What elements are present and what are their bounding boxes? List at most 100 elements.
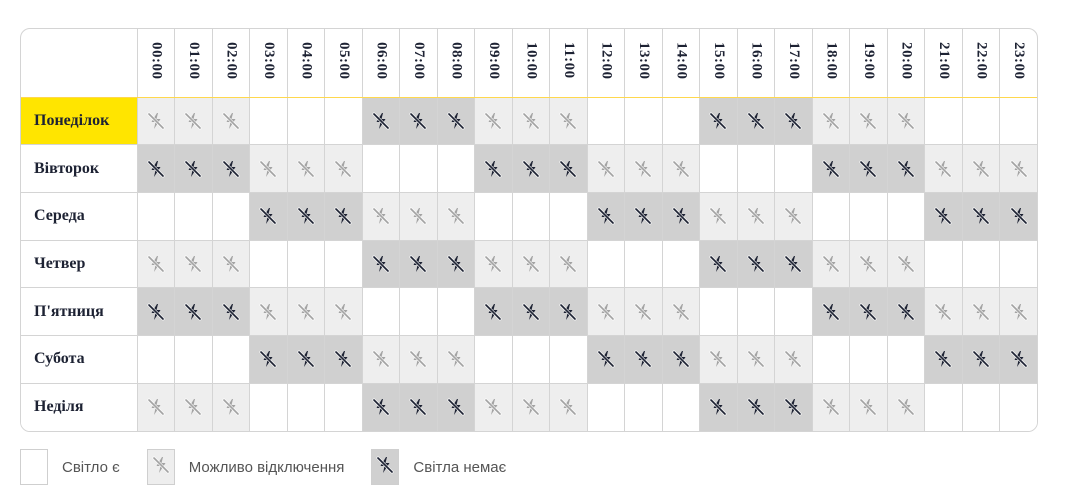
- hour-label: 04:00: [298, 41, 315, 80]
- no-power-solid-icon: [446, 112, 466, 130]
- day-row: П'ятниця: [21, 287, 1037, 337]
- slot-electricity: [961, 96, 1000, 146]
- slot-maybe-outage: [324, 287, 363, 337]
- no-power-solid-icon: [633, 350, 653, 368]
- slot-no-electricity: [699, 382, 738, 431]
- legend-electricity-swatch: [20, 449, 48, 485]
- slot-electricity: [924, 96, 963, 146]
- slot-maybe-outage: [436, 191, 475, 241]
- no-power-outline-icon: [371, 350, 391, 368]
- hour-header: 18:00: [811, 29, 850, 98]
- slot-electricity: [661, 96, 700, 146]
- no-power-outline-icon: [746, 350, 766, 368]
- slot-maybe-outage: [699, 191, 738, 241]
- no-power-outline-icon: [558, 255, 578, 273]
- no-power-solid-icon: [483, 159, 503, 178]
- slot-no-electricity: [399, 382, 438, 431]
- slot-maybe-outage: [286, 144, 325, 193]
- slot-maybe-outage: [886, 239, 925, 289]
- slot-no-electricity: [774, 96, 813, 146]
- slot-maybe-outage: [136, 239, 175, 289]
- no-power-outline-icon: [483, 255, 503, 273]
- slot-maybe-outage: [736, 191, 775, 241]
- hour-header: 16:00: [736, 29, 775, 98]
- slot-no-electricity: [624, 335, 663, 384]
- slot-electricity: [324, 382, 363, 431]
- no-power-solid-icon: [821, 302, 841, 321]
- slot-electricity: [474, 191, 513, 241]
- no-power-outline-icon: [708, 207, 728, 225]
- day-label: П'ятниця: [21, 287, 138, 337]
- slot-no-electricity: [286, 335, 325, 384]
- hour-header: 05:00: [324, 29, 363, 98]
- slot-no-electricity: [661, 335, 700, 384]
- no-power-outline-icon: [821, 112, 841, 130]
- slot-electricity: [736, 287, 775, 337]
- no-power-outline-icon: [408, 207, 428, 225]
- no-power-outline-icon: [558, 398, 578, 416]
- no-power-outline-icon: [858, 398, 878, 416]
- no-power-solid-icon: [708, 255, 728, 273]
- slot-electricity: [286, 239, 325, 289]
- no-power-outline-icon: [858, 112, 878, 130]
- slot-electricity: [136, 335, 175, 384]
- slot-no-electricity: [174, 144, 213, 193]
- no-power-outline-icon: [146, 398, 166, 416]
- slot-no-electricity: [999, 335, 1037, 384]
- slot-maybe-outage: [549, 382, 588, 431]
- hour-label: 13:00: [635, 41, 652, 80]
- slot-maybe-outage: [699, 335, 738, 384]
- no-power-solid-icon: [708, 112, 728, 130]
- no-power-solid-icon: [408, 398, 428, 416]
- hour-label: 10:00: [523, 41, 540, 80]
- no-power-outline-icon: [146, 255, 166, 273]
- slot-electricity: [811, 335, 850, 384]
- no-power-solid-icon: [296, 350, 316, 368]
- no-power-solid-icon: [333, 207, 353, 225]
- day-label: Середа: [21, 191, 138, 241]
- slot-electricity: [661, 239, 700, 289]
- slot-electricity: [436, 287, 475, 337]
- hours-header-row: 00:00 01:00 02:00 03:00 04:00 05:00 06:00 07:00…: [21, 29, 1037, 98]
- slot-maybe-outage: [549, 96, 588, 146]
- slot-electricity: [999, 239, 1037, 289]
- hour-header: 06:00: [361, 29, 400, 98]
- slot-electricity: [924, 239, 963, 289]
- slot-no-electricity: [474, 144, 513, 193]
- slot-no-electricity: [961, 335, 1000, 384]
- hour-header: 20:00: [886, 29, 925, 98]
- slot-electricity: [586, 239, 625, 289]
- slot-electricity: [999, 96, 1037, 146]
- no-power-outline-icon: [971, 302, 991, 321]
- hour-header: 07:00: [399, 29, 438, 98]
- day-label: Четвер: [21, 239, 138, 289]
- hour-label: 16:00: [748, 41, 765, 80]
- legend-none-swatch: [371, 449, 400, 485]
- slot-maybe-outage: [961, 287, 1000, 337]
- slot-electricity: [586, 96, 625, 146]
- no-power-outline-icon: [671, 302, 691, 321]
- day-label: Понеділок: [21, 96, 138, 146]
- hour-label: 06:00: [373, 41, 390, 80]
- slot-maybe-outage: [211, 239, 250, 289]
- no-power-outline-icon: [896, 255, 916, 273]
- hour-label: 23:00: [1011, 41, 1027, 80]
- slot-no-electricity: [249, 335, 288, 384]
- slot-no-electricity: [361, 382, 400, 431]
- day-row: Середа: [21, 191, 1037, 241]
- hour-header: 12:00: [586, 29, 625, 98]
- no-power-solid-icon: [896, 302, 916, 321]
- no-power-solid-icon: [221, 159, 241, 178]
- no-power-outline-icon: [1009, 302, 1029, 321]
- slot-maybe-outage: [661, 287, 700, 337]
- no-power-outline-icon: [521, 255, 541, 273]
- hour-header: 14:00: [661, 29, 700, 98]
- slot-electricity: [174, 191, 213, 241]
- no-power-solid-icon: [371, 112, 391, 130]
- slot-electricity: [924, 382, 963, 431]
- slot-electricity: [661, 382, 700, 431]
- hour-header: 10:00: [511, 29, 550, 98]
- slot-maybe-outage: [886, 382, 925, 431]
- day-row: Неділя: [21, 382, 1037, 431]
- no-power-solid-icon: [221, 302, 241, 321]
